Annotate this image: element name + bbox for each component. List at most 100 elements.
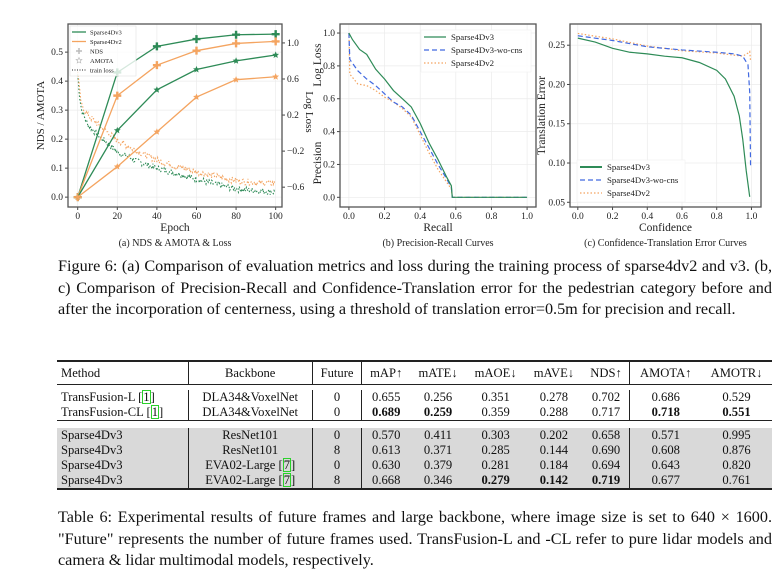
- curve-sparse4dv3-wo-cns: [348, 33, 528, 198]
- legend-label: Sparse4Dv3: [607, 162, 651, 172]
- x-axis-label: Recall: [423, 222, 452, 234]
- y-tick-label: 0.15: [548, 120, 565, 130]
- x-tick-label: 0.6: [676, 212, 688, 222]
- cell-value: 0.303: [481, 428, 510, 442]
- table-row: TransFusion-L [1] DLA34&VoxelNet 0 0.655 0.2…: [57, 390, 772, 405]
- cell-value: 0.256: [423, 390, 453, 404]
- citation-link[interactable]: 7: [282, 458, 292, 472]
- cell-value: 0.677: [651, 473, 680, 487]
- y-tick-label: 0.4: [323, 128, 335, 138]
- column-header: AMOTA↑: [629, 361, 702, 385]
- legend-label: Sparse4Dv3-wo-cns: [607, 175, 679, 185]
- table-cell: 0.142: [525, 473, 583, 490]
- subfigure-caption: (c) Confidence-Translation Error Curves: [584, 238, 747, 249]
- y-tick-label: 0.4: [51, 77, 63, 87]
- method-name: Sparse4Dv3: [61, 428, 123, 442]
- star-marker: [153, 128, 161, 135]
- x-tick-label: 0.2: [607, 212, 619, 222]
- plus-marker: [152, 42, 161, 51]
- plot-frame: [569, 23, 762, 208]
- cell-value: 0.281: [481, 458, 510, 472]
- table-cell: 0.761: [701, 473, 772, 490]
- y2-axis-label: Log Loss: [303, 91, 315, 132]
- table-cell: 0.668: [361, 473, 411, 490]
- cell-value: 0.411: [424, 428, 452, 442]
- table-cell: 0.551: [701, 405, 772, 421]
- cell-value: 0.288: [539, 405, 569, 419]
- cell-value: 0.371: [423, 443, 453, 457]
- y2-tick-label: 0.6: [287, 75, 299, 85]
- star-marker: [193, 93, 200, 100]
- table-cell: 0.717: [582, 405, 631, 421]
- table-cell: DLA34&VoxelNet: [188, 390, 313, 405]
- table-cell: 0.303: [466, 428, 526, 443]
- table-cell: 0: [312, 405, 363, 421]
- table-cell: 0.278: [525, 390, 582, 405]
- star-marker: [232, 76, 240, 83]
- table-cell: 0.288: [525, 405, 582, 421]
- star-marker: [113, 126, 121, 134]
- y-tick-label: 1.0: [323, 29, 335, 39]
- table-cell: 0.643: [629, 458, 702, 473]
- curve-sparse4dv2: [348, 33, 528, 198]
- cell-value: 0.351: [481, 390, 510, 404]
- cell-value: 0.571: [651, 428, 680, 442]
- plus-marker: [152, 61, 161, 70]
- legend-label: Sparse4Dv3-wo-cns: [451, 45, 523, 55]
- nds-line-sparse4dv2: [77, 40, 276, 198]
- table-cell: 0.820: [701, 458, 772, 473]
- table-cell: TransFusion-CL [1]: [57, 405, 189, 421]
- method-name: TransFusion-L: [61, 390, 135, 404]
- cell-value: 0.142: [539, 473, 569, 487]
- cell-value: 0.346: [423, 473, 453, 487]
- cell-value: 0.285: [481, 443, 510, 457]
- backbone-name: ResNet101: [222, 428, 279, 442]
- table-cell: 0.285: [466, 443, 526, 458]
- table-cell: 0.144: [525, 443, 583, 458]
- x-tick-label: 0.4: [641, 212, 653, 222]
- table-cell: 0.359: [466, 405, 525, 421]
- legend-label: Sparse4Dv3: [90, 30, 122, 37]
- cell-value: 0: [333, 458, 341, 472]
- table-row: Sparse4Dv3 ResNet101 0 0.570 0.411 0.303 0.202…: [57, 428, 772, 443]
- column-header: mAOE↓: [466, 361, 526, 385]
- x-tick-label: 0.4: [414, 212, 426, 222]
- y-axis-label: Log Loss: [312, 43, 324, 87]
- table-cell: 0.718: [630, 405, 701, 421]
- x-tick-label: 20: [113, 212, 123, 222]
- y-tick-label: 0.6: [323, 95, 335, 105]
- column-header: mAVE↓: [525, 361, 583, 385]
- curve-sparse4dv3: [577, 37, 751, 197]
- legend-star-marker: [75, 56, 83, 64]
- method-name: Sparse4Dv3: [61, 443, 123, 457]
- x-tick-label: 40: [152, 212, 162, 222]
- table-cell: Sparse4Dv3: [57, 458, 189, 473]
- column-header: mAP↑: [361, 361, 411, 385]
- x-tick-label: 0.0: [343, 212, 355, 222]
- table-cell: 0.256: [410, 390, 466, 405]
- curve-sparse4dv3: [348, 32, 528, 198]
- table-cell: 0.371: [410, 443, 467, 458]
- table-cell: 0.608: [629, 443, 702, 458]
- x-axis-label: Confidence: [639, 222, 692, 234]
- column-header: Backbone: [188, 361, 313, 385]
- table-cell: TransFusion-L [1]: [57, 390, 189, 405]
- table-cell: 0.690: [582, 443, 631, 458]
- citation-link[interactable]: 7: [282, 473, 292, 487]
- column-header: Method: [57, 361, 189, 385]
- cell-value: 0.643: [651, 458, 680, 472]
- x-tick-label: 0.8: [486, 212, 498, 222]
- table-group-sparse4dv3: Sparse4Dv3 ResNet101 0 0.570 0.411 0.303 0.202…: [57, 420, 772, 490]
- table-cell: EVA02-Large [7]: [188, 458, 313, 473]
- x-tick-label: 0.0: [572, 212, 584, 222]
- cell-value: 0.655: [372, 390, 401, 404]
- citation-link[interactable]: 1: [142, 390, 151, 404]
- method-name: Sparse4Dv3: [61, 473, 123, 487]
- citation-link[interactable]: 1: [150, 405, 159, 419]
- group-divider: [57, 420, 772, 423]
- x-tick-label: 0.8: [711, 212, 723, 222]
- cell-value: 0.259: [423, 405, 453, 419]
- legend-label: Sparse4Dv2: [451, 58, 494, 68]
- table-group-transfusion: TransFusion-L [1] DLA34&VoxelNet 0 0.655 0.2…: [57, 385, 772, 421]
- nds-line-sparse4dv3: [77, 33, 276, 198]
